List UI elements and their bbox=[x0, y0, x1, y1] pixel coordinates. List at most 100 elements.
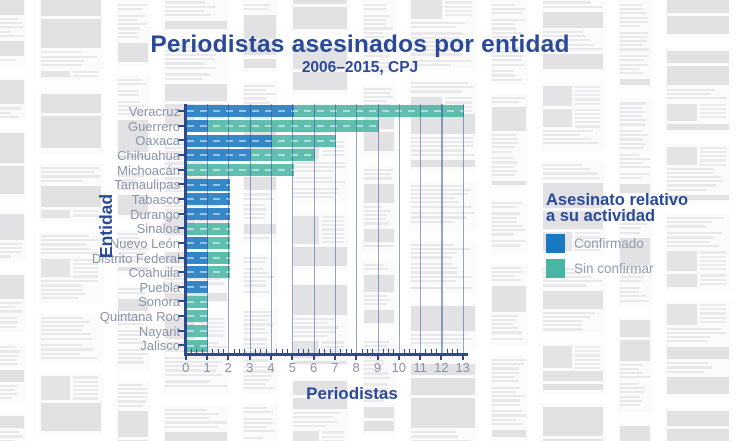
category-label: Oaxaca bbox=[135, 133, 180, 149]
newspaper-block bbox=[41, 344, 83, 347]
newspaper-block bbox=[411, 205, 471, 208]
legend-swatch bbox=[546, 234, 565, 253]
x-minor-tick bbox=[340, 349, 342, 353]
newspaper-block bbox=[165, 421, 227, 424]
newspaper-block bbox=[492, 399, 520, 402]
category-tick-mark bbox=[177, 183, 185, 186]
newspaper-block bbox=[118, 14, 146, 17]
newspaper-block bbox=[244, 314, 272, 318]
y-axis-line bbox=[184, 104, 187, 355]
newspaper-block bbox=[165, 54, 216, 57]
newspaper-block bbox=[364, 395, 390, 399]
newspaper-block bbox=[364, 35, 384, 38]
newspaper-block bbox=[492, 220, 518, 224]
newspaper-block bbox=[667, 195, 729, 201]
newspaper-block bbox=[165, 361, 223, 364]
newspaper-block bbox=[411, 60, 472, 63]
x-major-tick bbox=[397, 355, 400, 361]
bar-highlight-dashes bbox=[187, 330, 209, 332]
category-label: Guerrero bbox=[127, 118, 180, 134]
x-minor-tick bbox=[361, 349, 363, 353]
newspaper-block bbox=[543, 47, 603, 50]
newspaper-block bbox=[667, 362, 708, 365]
newspaper-block bbox=[411, 160, 475, 168]
newspaper-block bbox=[620, 387, 646, 390]
newspaper-block bbox=[667, 236, 714, 239]
newspaper-block bbox=[41, 116, 101, 148]
newspaper-block bbox=[41, 59, 84, 62]
newspaper-block bbox=[118, 8, 142, 11]
newspaper-block bbox=[543, 371, 603, 382]
newspaper-block bbox=[293, 166, 345, 169]
newspaper-block bbox=[322, 219, 345, 223]
newspaper-block bbox=[492, 285, 526, 312]
x-minor-tick bbox=[345, 349, 347, 353]
newspaper-block bbox=[165, 173, 203, 176]
bar-highlight-dashes bbox=[187, 242, 230, 245]
newspaper-block bbox=[165, 73, 209, 76]
newspaper-thumbnail bbox=[618, 0, 652, 90]
newspaper-block bbox=[293, 7, 347, 29]
newspaper-block bbox=[165, 278, 222, 281]
newspaper-block bbox=[411, 267, 458, 270]
x-major-tick bbox=[227, 355, 230, 361]
newspaper-block bbox=[244, 426, 267, 429]
newspaper-block bbox=[118, 89, 139, 92]
newspaper-block bbox=[0, 255, 11, 258]
newspaper-thumbnail bbox=[490, 198, 528, 254]
newspaper-block bbox=[492, 422, 524, 426]
bar-row bbox=[187, 207, 230, 220]
newspaper-block bbox=[620, 119, 648, 122]
newspaper-block bbox=[293, 381, 347, 395]
gridline bbox=[441, 104, 443, 353]
newspaper-block bbox=[667, 184, 716, 187]
newspaper-block bbox=[0, 17, 18, 21]
newspaper-block bbox=[293, 45, 347, 69]
newspaper-block bbox=[244, 406, 267, 409]
newspaper-block bbox=[165, 20, 227, 29]
newspaper-block bbox=[574, 358, 600, 361]
newspaper-block bbox=[0, 214, 24, 240]
newspaper-block bbox=[364, 205, 382, 208]
newspaper-block bbox=[492, 327, 519, 330]
newspaper-block bbox=[543, 346, 572, 369]
newspaper-block bbox=[293, 0, 347, 5]
newspaper-thumbnail bbox=[665, 143, 731, 205]
newspaper-block bbox=[620, 177, 641, 180]
newspaper-block bbox=[492, 59, 522, 62]
newspaper-block bbox=[667, 65, 729, 86]
newspaper-block bbox=[492, 338, 524, 341]
newspaper-block bbox=[118, 31, 138, 34]
newspaper-block bbox=[543, 210, 603, 230]
x-tick-label: 3 bbox=[246, 360, 254, 375]
newspaper-thumbnail bbox=[116, 380, 150, 441]
newspaper-block bbox=[492, 403, 520, 406]
newspaper-block bbox=[118, 113, 147, 116]
newspaper-block bbox=[620, 214, 641, 217]
legend: Asesinato relativo a su actividad Confir… bbox=[546, 192, 688, 284]
newspaper-block bbox=[699, 320, 726, 324]
newspaper-block bbox=[574, 244, 600, 248]
newspaper-block bbox=[667, 331, 727, 335]
category-label: Sinaloa bbox=[136, 221, 180, 237]
newspaper-block bbox=[118, 329, 147, 332]
newspaper-block bbox=[364, 406, 394, 419]
newspaper-block bbox=[492, 142, 519, 145]
newspaper-block bbox=[364, 95, 394, 99]
newspaper-block bbox=[667, 188, 708, 191]
newspaper-block bbox=[620, 44, 643, 47]
newspaper-block bbox=[364, 229, 394, 242]
newspaper-block bbox=[364, 27, 394, 30]
x-major-tick bbox=[312, 355, 315, 361]
newspaper-block bbox=[364, 91, 391, 94]
newspaper-block bbox=[667, 15, 729, 35]
newspaper-block bbox=[41, 329, 82, 332]
newspaper-block bbox=[293, 360, 347, 364]
newspaper-block bbox=[322, 224, 345, 227]
newspaper-block bbox=[41, 258, 70, 278]
newspaper-block bbox=[244, 387, 275, 390]
newspaper-block bbox=[118, 318, 144, 321]
newspaper-block bbox=[118, 104, 144, 108]
newspaper-block bbox=[492, 244, 521, 247]
newspaper-block bbox=[574, 249, 600, 252]
